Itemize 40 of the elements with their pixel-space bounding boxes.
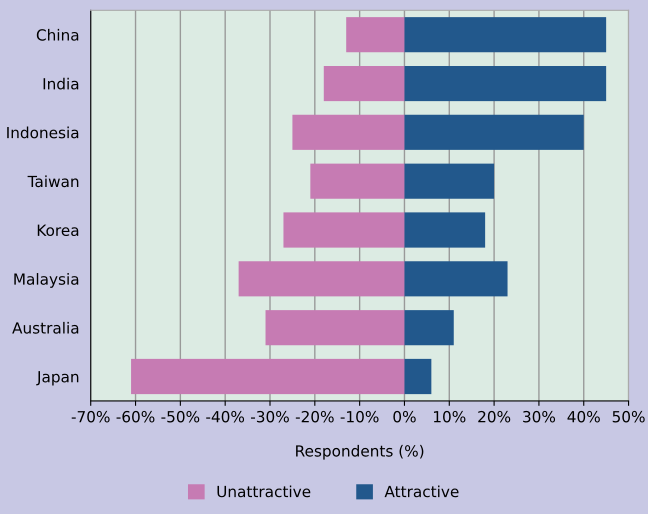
x-tick-label: -30% [251, 410, 289, 422]
x-axis-title: Respondents (%) [296, 444, 424, 460]
bar [324, 66, 404, 102]
y-tick-label: China [36, 28, 78, 41]
bar [404, 261, 508, 296]
bar [404, 114, 584, 150]
bar [404, 17, 606, 52]
y-tick-label: Taiwan [28, 175, 78, 188]
y-tick-label: India [44, 78, 78, 90]
x-tick-label: -60% [116, 410, 154, 422]
x-tick-label: -70% [72, 410, 110, 422]
x-tick-label: -50% [161, 410, 200, 422]
bar [404, 164, 494, 199]
legend-label: Unattractive [218, 485, 310, 498]
bar [238, 261, 404, 296]
bar [266, 310, 404, 346]
bar [404, 66, 606, 102]
bar [404, 358, 432, 394]
x-tick-label: -10% [340, 410, 379, 422]
y-tick-label: Malaysia [14, 273, 78, 288]
x-tick-label: 30% [523, 410, 556, 422]
x-tick-label: -20% [296, 410, 334, 422]
bar [131, 358, 404, 394]
bar [346, 17, 404, 52]
y-tick-label: Indonesia [7, 126, 78, 138]
bar [283, 212, 404, 248]
y-tick-label: Korea [38, 224, 78, 236]
x-tick-label: 20% [478, 410, 510, 422]
x-tick-label: 40% [568, 410, 600, 422]
x-tick-label: -40% [206, 410, 244, 422]
legend-label: Attractive [384, 485, 459, 498]
bar [404, 310, 454, 346]
x-tick-label: 10% [434, 410, 466, 422]
x-tick-label: 50% [612, 410, 645, 422]
bar [292, 114, 404, 150]
bar [310, 164, 404, 199]
bar [404, 212, 486, 248]
y-tick-label: Japan [36, 371, 78, 386]
x-tick-label: 0% [393, 410, 416, 422]
y-tick-label: Australia [12, 322, 78, 334]
